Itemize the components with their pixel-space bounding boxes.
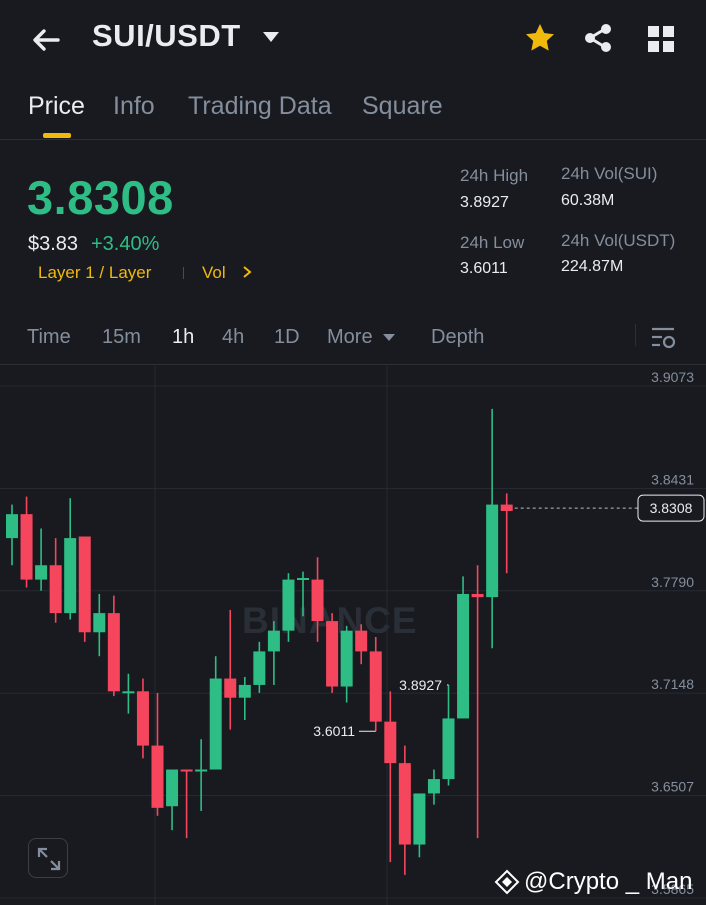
high-marker-label: 3.8927 xyxy=(399,677,442,693)
interval-bar: Time 15m 1h 4h 1D More Depth xyxy=(0,310,706,365)
vol-base-label: 24h Vol(SUI) xyxy=(561,164,658,183)
candle-body xyxy=(413,793,426,845)
candle-body xyxy=(355,630,368,652)
share-icon[interactable] xyxy=(582,22,614,54)
candle-body xyxy=(500,504,513,511)
main-tabs: Price Info Trading Data Square xyxy=(0,80,706,140)
candle-body xyxy=(78,536,91,633)
candlestick-chart[interactable]: 3.9073 3.8431 3.7790 3.7148 3.6507 3.5865 3.89… xyxy=(0,366,706,905)
y-tick-label: 3.5865 xyxy=(651,881,694,897)
interval-1d[interactable]: 1D xyxy=(274,326,300,348)
low-24h-value: 3.6011 xyxy=(460,260,508,277)
candle-body xyxy=(398,763,411,845)
candle-body xyxy=(136,691,149,746)
pair-title[interactable]: SUI/USDT xyxy=(92,18,241,53)
candle-body xyxy=(107,613,120,692)
candle-body xyxy=(384,721,397,764)
grid-icon[interactable] xyxy=(646,24,676,54)
tag-divider xyxy=(183,267,184,279)
top-bar: SUI/USDT xyxy=(0,0,706,80)
candle-body xyxy=(49,565,62,614)
binance-logo-icon xyxy=(494,869,520,895)
current-price-label: 3.8308 xyxy=(650,500,693,516)
high-24h-label: 24h High xyxy=(460,166,529,185)
candle-body xyxy=(93,613,106,633)
candle-body xyxy=(35,565,48,580)
candle-body xyxy=(297,578,309,580)
candle-body xyxy=(224,678,237,698)
candle-body xyxy=(6,514,18,539)
chevron-right-icon[interactable] xyxy=(242,266,252,278)
vol-quote-label: 24h Vol(USDT) xyxy=(561,231,676,250)
candle-body xyxy=(282,579,295,631)
y-tick-label: 3.9073 xyxy=(651,369,694,385)
back-arrow-icon[interactable] xyxy=(28,22,64,58)
vol-quote-value: 224.87M xyxy=(561,258,624,275)
tab-price[interactable]: Price xyxy=(28,92,85,120)
candle-body xyxy=(195,769,208,772)
watermark-credit: @Crypto _ Man xyxy=(524,868,693,895)
star-icon[interactable] xyxy=(524,22,556,54)
price-change-percent: +3.40% xyxy=(91,233,160,255)
candle-body xyxy=(457,593,470,719)
candle-body xyxy=(471,593,484,598)
chart-settings-icon[interactable] xyxy=(650,325,676,351)
interval-1h[interactable]: 1h xyxy=(172,326,195,348)
candle-body xyxy=(442,718,455,780)
active-tab-indicator xyxy=(43,133,71,138)
high-24h-value: 3.8927 xyxy=(460,194,509,211)
candle-body xyxy=(267,630,280,652)
candle-body xyxy=(326,621,339,687)
candle-body xyxy=(369,651,382,722)
expand-icon xyxy=(37,847,61,871)
tab-info[interactable]: Info xyxy=(113,92,155,120)
y-tick-label: 3.7148 xyxy=(651,676,694,692)
tab-trading-data[interactable]: Trading Data xyxy=(188,92,332,120)
candle-body xyxy=(427,779,440,794)
chevron-down-icon[interactable] xyxy=(262,30,280,44)
tab-square[interactable]: Square xyxy=(362,92,443,120)
candle-body xyxy=(20,514,33,580)
y-tick-label: 3.8431 xyxy=(651,471,694,487)
vol-tag[interactable]: Vol xyxy=(202,263,226,282)
y-tick-label: 3.7790 xyxy=(651,574,694,590)
candle-body xyxy=(311,579,324,622)
last-price: 3.8308 xyxy=(27,171,174,224)
low-24h-label: 24h Low xyxy=(460,233,525,252)
candle-body xyxy=(253,651,266,685)
candle-body xyxy=(166,769,179,807)
interval-4h[interactable]: 4h xyxy=(222,326,245,348)
fiat-price: $3.83 xyxy=(28,233,79,255)
vol-base-value: 60.38M xyxy=(561,192,615,209)
interval-15m[interactable]: 15m xyxy=(102,326,141,348)
candle-body xyxy=(122,691,135,694)
candle-body xyxy=(486,504,499,598)
depth-tab[interactable]: Depth xyxy=(431,326,485,348)
category-tag[interactable]: Layer 1 / Layer xyxy=(38,263,152,282)
interval-more[interactable]: More xyxy=(327,326,373,348)
interval-time[interactable]: Time xyxy=(27,326,71,348)
candle-body xyxy=(238,684,251,698)
candle-body xyxy=(340,630,353,687)
candle-body xyxy=(151,745,164,808)
candle-body xyxy=(180,769,193,772)
interval-divider xyxy=(635,324,636,346)
y-tick-label: 3.6507 xyxy=(651,779,694,795)
low-marker-label: 3.6011 xyxy=(313,723,355,739)
caret-down-icon[interactable] xyxy=(383,333,395,342)
candle-body xyxy=(64,538,77,614)
current-price-box xyxy=(637,494,705,522)
expand-chart-button[interactable] xyxy=(28,838,68,878)
candle-body xyxy=(209,678,222,770)
